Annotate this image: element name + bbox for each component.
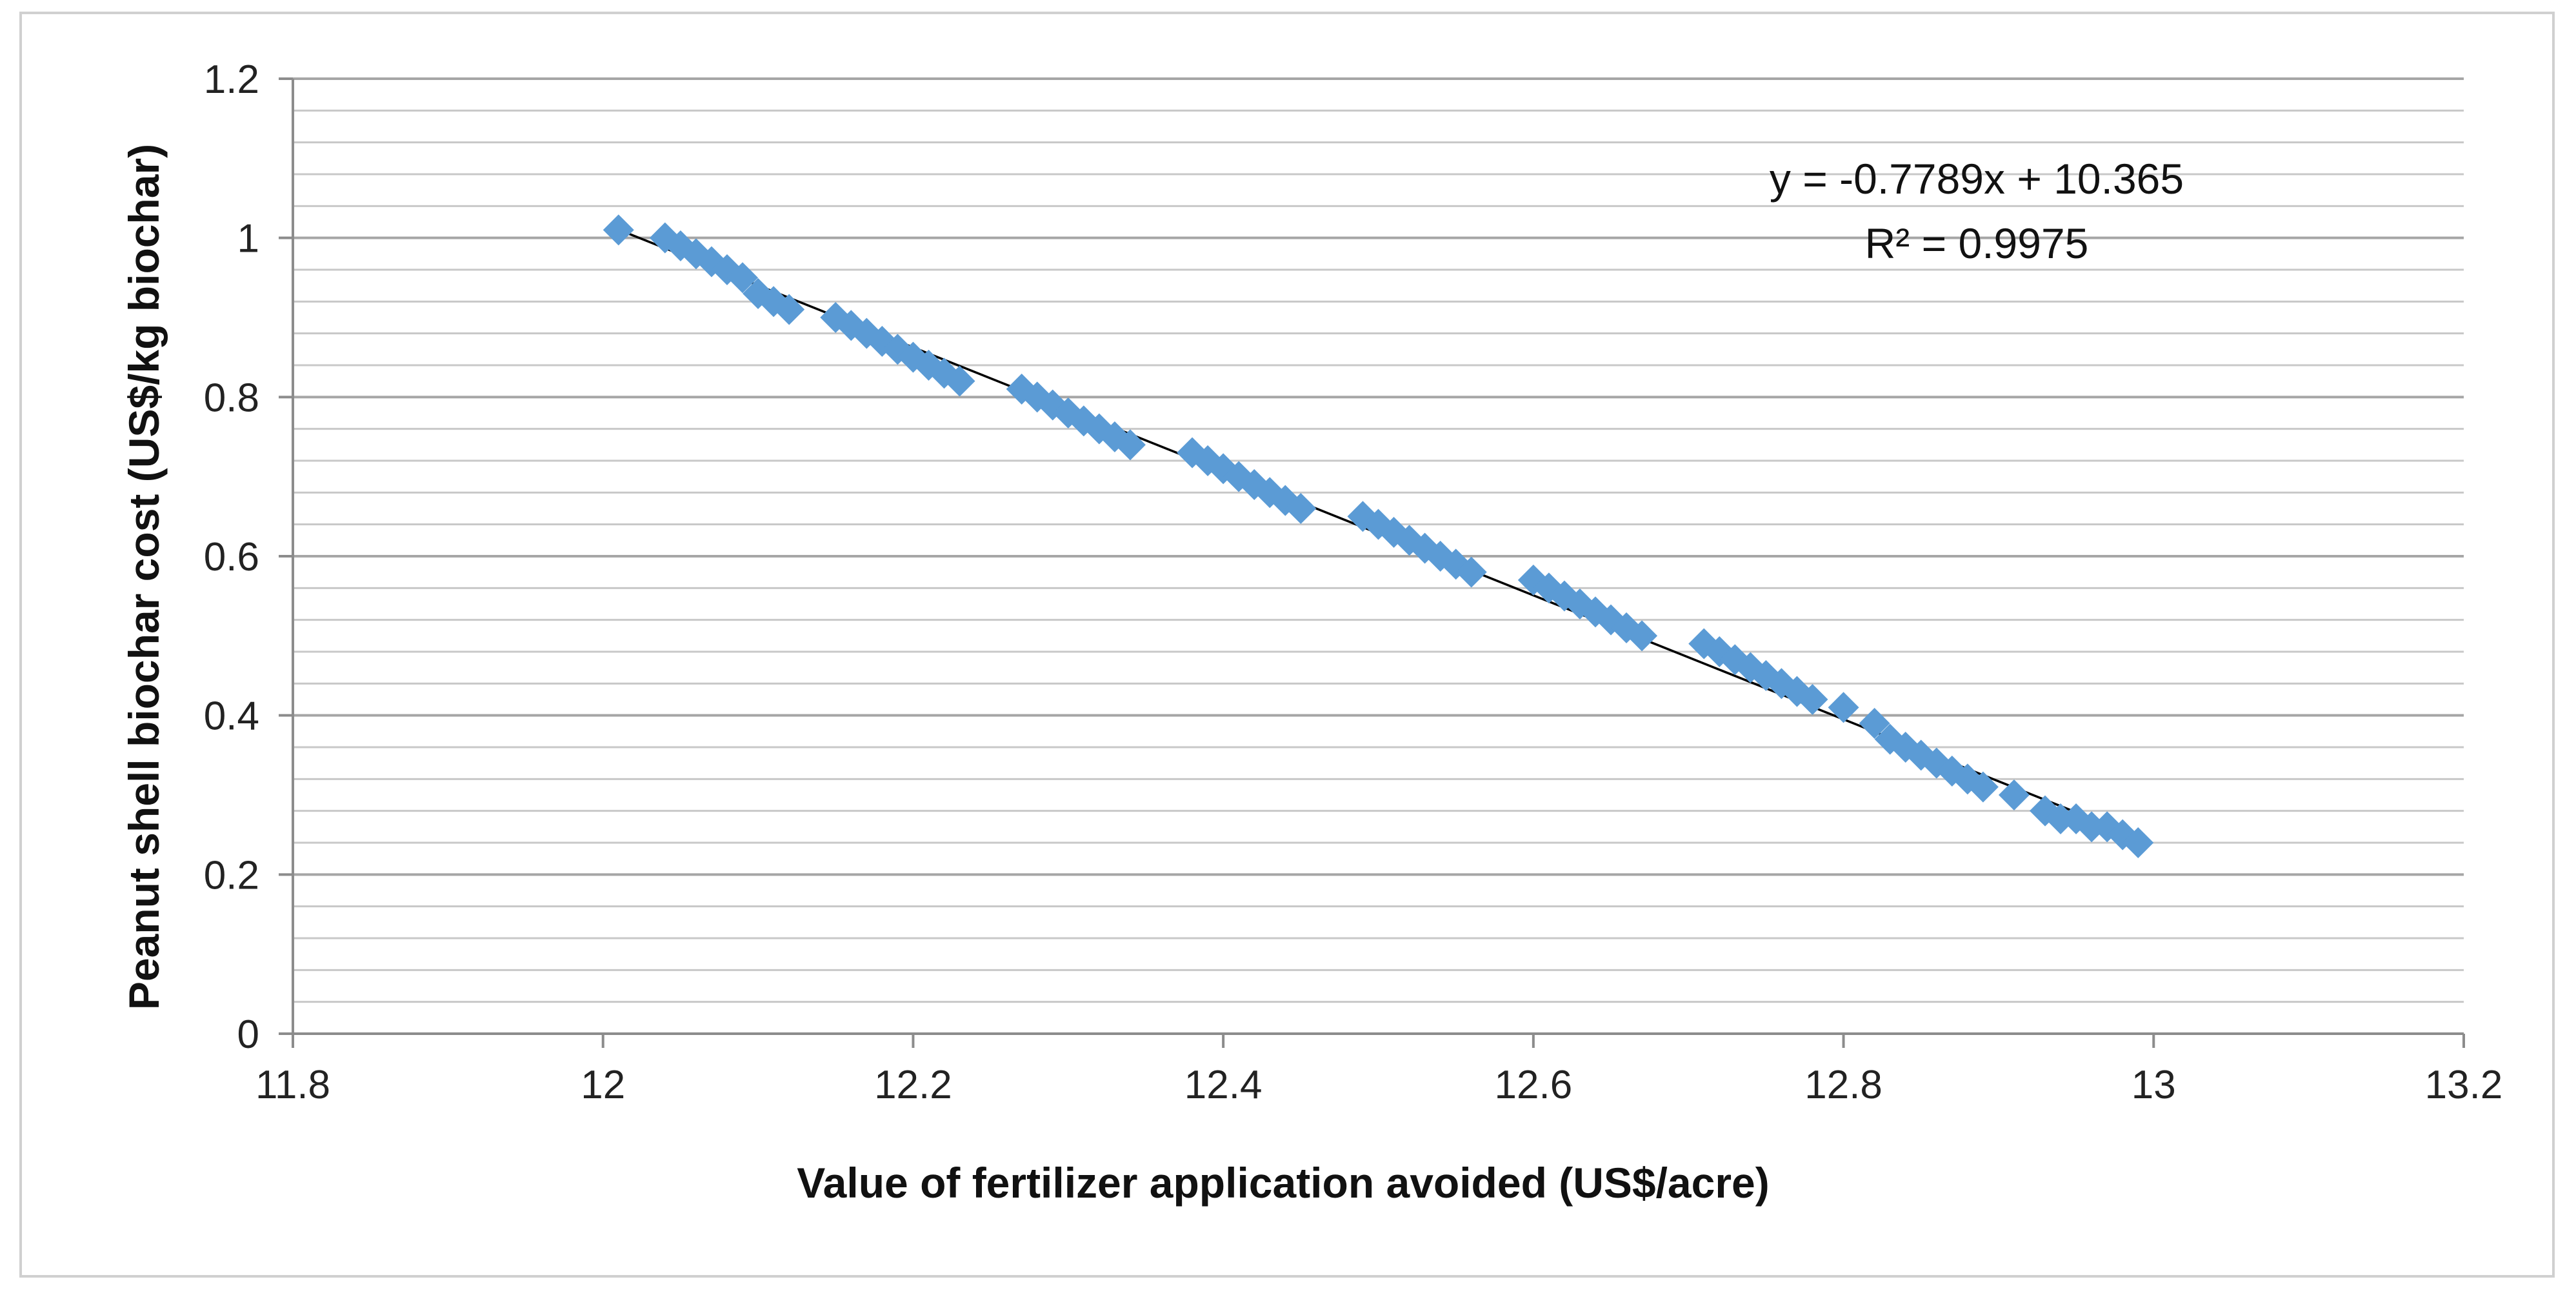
x-axis-title: Value of fertilizer application avoided … bbox=[797, 1159, 1769, 1207]
grid-layer bbox=[293, 77, 2464, 1003]
data-point bbox=[835, 310, 867, 341]
trendline-r-squared: R² = 0.9975 bbox=[1865, 219, 2089, 267]
y-tick-label: 0.4 bbox=[204, 694, 259, 739]
data-point bbox=[2076, 811, 2108, 843]
y-tick-label: 0.8 bbox=[204, 376, 259, 420]
data-point bbox=[1859, 708, 1890, 739]
data-point bbox=[1455, 556, 1487, 588]
x-tick-label: 13.2 bbox=[2425, 1063, 2503, 1107]
axes-layer bbox=[279, 77, 2465, 1048]
data-point bbox=[2122, 827, 2154, 858]
y-tick-label: 1 bbox=[237, 217, 259, 261]
chart-frame: 0 0.2 0.4 0.6 0.8 1 1.2 11.8 12 12.2 12.4 12.6 12.8 1… bbox=[19, 12, 2555, 1278]
data-point bbox=[649, 222, 681, 254]
data-point bbox=[1719, 644, 1751, 676]
y-tick-label: 0.6 bbox=[204, 535, 259, 579]
data-point bbox=[1114, 429, 1146, 461]
data-points-layer bbox=[603, 214, 2154, 858]
data-point bbox=[1967, 771, 1999, 803]
y-tick-label: 1.2 bbox=[204, 57, 259, 102]
data-point bbox=[944, 365, 975, 397]
trendline-equation: y = -0.7789x + 10.365 bbox=[1770, 155, 2184, 203]
data-point bbox=[851, 317, 883, 349]
scatter-chart: 0 0.2 0.4 0.6 0.8 1 1.2 11.8 12 12.2 12.4 12.6 12.8 1… bbox=[120, 57, 2503, 1207]
data-point bbox=[603, 214, 634, 246]
x-tick-label: 12.2 bbox=[874, 1063, 952, 1107]
x-tick-label: 13 bbox=[2132, 1063, 2176, 1107]
data-point bbox=[1626, 620, 1658, 652]
data-point bbox=[727, 262, 759, 294]
data-point bbox=[1285, 493, 1317, 524]
data-point bbox=[774, 294, 805, 325]
x-tick-label: 12.8 bbox=[1804, 1063, 1882, 1107]
tick-label-layer: 0 0.2 0.4 0.6 0.8 1 1.2 11.8 12 12.2 12.4 12.6 12.8 1… bbox=[204, 57, 2503, 1107]
data-point bbox=[2045, 803, 2077, 834]
x-tick-label: 12 bbox=[581, 1063, 625, 1107]
data-point bbox=[1828, 692, 1859, 723]
x-tick-label: 12.6 bbox=[1495, 1063, 1573, 1107]
data-point bbox=[1998, 779, 2030, 810]
data-point bbox=[1797, 684, 1828, 715]
y-axis-title: Peanut shell biochar cost (US$/kg biocha… bbox=[120, 144, 168, 1010]
y-tick-label: 0.2 bbox=[204, 853, 259, 898]
x-tick-label: 11.8 bbox=[255, 1063, 330, 1107]
y-tick-label: 0 bbox=[237, 1012, 259, 1057]
x-tick-label: 12.4 bbox=[1184, 1063, 1263, 1107]
